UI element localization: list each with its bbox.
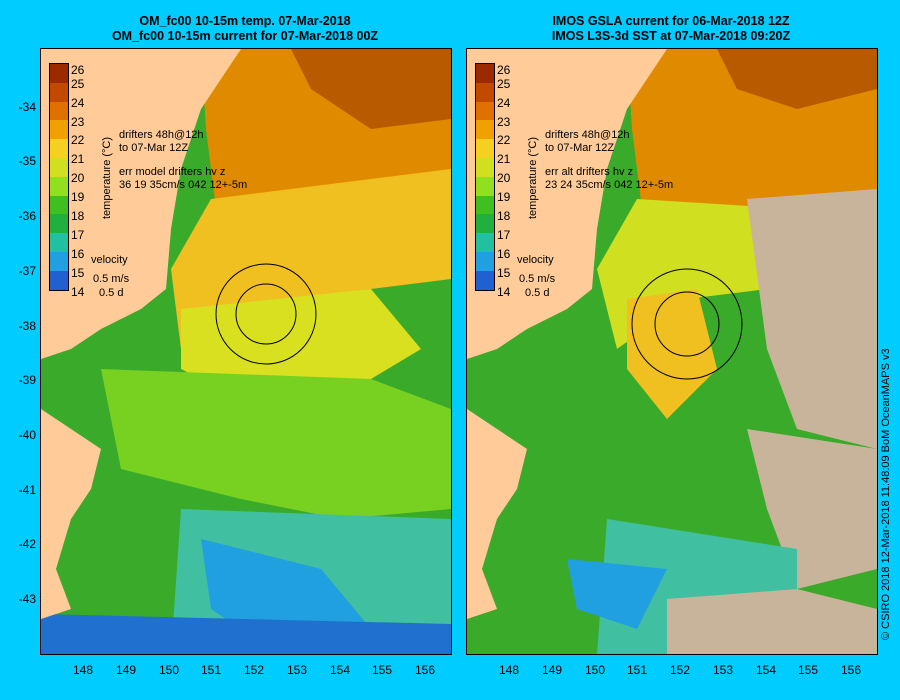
cb-tick: 21 bbox=[71, 152, 85, 166]
left-colorbar-label: temperature (°C) bbox=[101, 136, 113, 219]
y-tick: -36 bbox=[18, 209, 36, 223]
left-velocity-scale: 0.5 m/s bbox=[93, 273, 130, 285]
left-colorbar bbox=[49, 63, 69, 291]
x-tick: 153 bbox=[287, 663, 308, 677]
left-map-canvas bbox=[41, 49, 451, 654]
x-tick: 155 bbox=[372, 663, 393, 677]
right-velocity-scale: 0.5 m/s bbox=[519, 273, 556, 285]
right-velocity-label: velocity bbox=[517, 254, 554, 266]
y-tick: -42 bbox=[18, 537, 36, 551]
x-tick: 152 bbox=[670, 663, 691, 677]
y-tick: -37 bbox=[18, 264, 36, 278]
cb-tick: 18 bbox=[497, 209, 511, 223]
x-tick: 149 bbox=[542, 663, 563, 677]
cb-tick: 16 bbox=[497, 247, 511, 261]
right-title-line1: IMOS GSLA current for 06-Mar-2018 12Z bbox=[552, 14, 790, 28]
cb-tick: 14 bbox=[497, 285, 511, 299]
right-colorbar-label: temperature (°C) bbox=[527, 136, 539, 219]
cb-tick: 23 bbox=[71, 115, 85, 129]
right-title-line2: IMOS L3S-3d SST at 07-Mar-2018 09:20Z bbox=[551, 29, 791, 43]
x-tick: 156 bbox=[415, 663, 436, 677]
cb-tick: 20 bbox=[71, 171, 85, 185]
cb-tick: 20 bbox=[497, 171, 511, 185]
cb-tick: 17 bbox=[497, 228, 511, 242]
x-tick: 148 bbox=[73, 663, 94, 677]
right-err-values: 23 24 35cm/s 042 12+-5m bbox=[545, 179, 674, 191]
cb-tick: 16 bbox=[71, 247, 85, 261]
x-tick: 150 bbox=[585, 663, 606, 677]
right-drifters-label: drifters 48h@12h bbox=[545, 129, 630, 141]
left-drifters-label: drifters 48h@12h bbox=[119, 129, 204, 141]
right-velocity-time: 0.5 d bbox=[525, 287, 550, 299]
right-drifters-date: to 07-Mar 12Z bbox=[545, 142, 615, 154]
cb-tick: 14 bbox=[71, 285, 85, 299]
cb-tick: 15 bbox=[497, 266, 511, 280]
x-tick: 156 bbox=[841, 663, 862, 677]
x-tick: 153 bbox=[713, 663, 734, 677]
y-tick: -40 bbox=[18, 428, 36, 442]
left-err-label: err model drifters hv z bbox=[119, 166, 226, 178]
cb-tick: 22 bbox=[71, 133, 85, 147]
cb-tick: 15 bbox=[71, 266, 85, 280]
cb-tick: 21 bbox=[497, 152, 511, 166]
x-tick: 155 bbox=[798, 663, 819, 677]
x-tick: 150 bbox=[159, 663, 180, 677]
cb-tick: 19 bbox=[71, 190, 85, 204]
x-tick: 151 bbox=[627, 663, 648, 677]
cb-tick: 17 bbox=[71, 228, 85, 242]
x-tick: 151 bbox=[201, 663, 222, 677]
y-tick: -41 bbox=[18, 483, 36, 497]
left-velocity-time: 0.5 d bbox=[99, 287, 124, 299]
cb-tick: 23 bbox=[497, 115, 511, 129]
left-map-panel: 26 25 24 23 22 21 20 19 18 17 16 15 14 t… bbox=[40, 48, 452, 655]
y-tick: -39 bbox=[18, 373, 36, 387]
right-colorbar bbox=[475, 63, 495, 291]
right-err-label: err alt drifters hv z bbox=[545, 166, 634, 178]
cb-tick: 26 bbox=[71, 63, 85, 77]
cb-tick: 22 bbox=[497, 133, 511, 147]
y-tick: -35 bbox=[18, 154, 36, 168]
left-err-values: 36 19 35cm/s 042 12+-5m bbox=[119, 179, 248, 191]
x-tick: 149 bbox=[116, 663, 137, 677]
right-map-panel: 26 25 24 23 22 21 20 19 18 17 16 15 14 t… bbox=[466, 48, 878, 655]
y-tick: -34 bbox=[18, 100, 36, 114]
left-panel-title: OM_fc00 10-15m temp. 07-Mar-2018 OM_fc00… bbox=[40, 14, 450, 44]
left-velocity-label: velocity bbox=[91, 254, 128, 266]
right-map-canvas bbox=[467, 49, 877, 654]
x-tick: 154 bbox=[330, 663, 351, 677]
cb-tick: 19 bbox=[497, 190, 511, 204]
x-tick: 152 bbox=[244, 663, 265, 677]
cb-tick: 25 bbox=[497, 77, 511, 91]
cb-tick: 18 bbox=[71, 209, 85, 223]
cb-tick: 26 bbox=[497, 63, 511, 77]
copyright-text: © CSIRO 2018 12-Mar-2018 11:48:09 BoM Oc… bbox=[880, 348, 892, 640]
y-tick: -43 bbox=[18, 592, 36, 606]
left-drifters-date: to 07-Mar 12Z bbox=[119, 142, 189, 154]
y-tick: -38 bbox=[18, 319, 36, 333]
cb-tick: 24 bbox=[71, 96, 85, 110]
cb-tick: 25 bbox=[71, 77, 85, 91]
left-title-line2: OM_fc00 10-15m current for 07-Mar-2018 0… bbox=[111, 29, 379, 43]
cb-tick: 24 bbox=[497, 96, 511, 110]
x-tick: 148 bbox=[499, 663, 520, 677]
right-panel-title: IMOS GSLA current for 06-Mar-2018 12Z IM… bbox=[466, 14, 876, 44]
x-tick: 154 bbox=[756, 663, 777, 677]
left-title-line1: OM_fc00 10-15m temp. 07-Mar-2018 bbox=[139, 14, 351, 28]
